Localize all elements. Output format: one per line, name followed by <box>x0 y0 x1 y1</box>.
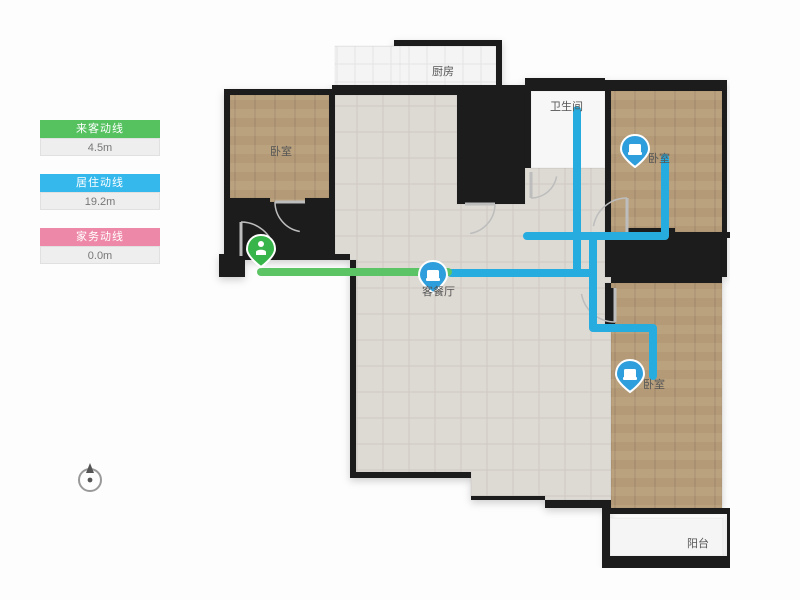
floorplan: 卧室厨房卫生间卧室客餐厅卧室阳台 <box>175 28 730 568</box>
room-label-text-4: 客餐厅 <box>420 286 455 298</box>
room-label-3: 卧室 <box>646 150 670 166</box>
legend-item-house: 家务动线 0.0m <box>40 228 160 264</box>
room-label-6: 阳台 <box>685 535 709 551</box>
legend-bar-house: 家务动线 <box>40 228 160 246</box>
legend-bar-living: 居住动线 <box>40 174 160 192</box>
inner-wall-7 <box>611 277 722 283</box>
room-label-0: 卧室 <box>268 143 292 159</box>
room-label-text-5: 卧室 <box>641 379 665 391</box>
room-label-1: 厨房 <box>430 63 454 79</box>
inner-wall-3 <box>394 85 502 91</box>
legend-item-guest: 来客动线 4.5m <box>40 120 160 156</box>
room-label-text-2: 卫生间 <box>548 101 583 113</box>
legend-val-guest: 4.5m <box>40 138 160 156</box>
room-label-text-6: 阳台 <box>685 538 709 550</box>
room-label-4: 客餐厅 <box>420 283 455 299</box>
room-label-text-0: 卧室 <box>268 146 292 158</box>
inner-wall-6 <box>663 80 669 91</box>
inner-wall-0 <box>329 89 335 198</box>
inner-wall-4 <box>525 85 531 168</box>
legend-bar-guest: 来客动线 <box>40 120 160 138</box>
inner-wall-5 <box>605 80 611 232</box>
room-label-text-3: 卧室 <box>646 153 670 165</box>
legend: 来客动线 4.5m 居住动线 19.2m 家务动线 0.0m <box>40 120 160 282</box>
compass-icon <box>72 460 108 499</box>
inner-wall-1 <box>457 89 463 198</box>
room-label-2: 卫生间 <box>548 98 583 114</box>
room-bedroom-se <box>611 283 722 508</box>
legend-item-living: 居住动线 19.2m <box>40 174 160 210</box>
room-label-text-1: 厨房 <box>430 66 454 78</box>
room-label-5: 卧室 <box>641 376 665 392</box>
legend-val-house: 0.0m <box>40 246 160 264</box>
entry-pin <box>247 235 275 267</box>
legend-val-living: 19.2m <box>40 192 160 210</box>
